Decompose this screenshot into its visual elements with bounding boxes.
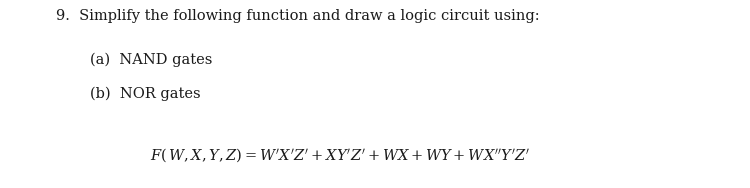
Text: $F(\,W, X, Y, Z) = W'X'Z' + XY'Z' + WX + WY + WX^{\prime\prime}Y'Z'$: $F(\,W, X, Y, Z) = W'X'Z' + XY'Z' + WX +… bbox=[150, 147, 530, 164]
Text: (b)  NOR gates: (b) NOR gates bbox=[90, 86, 201, 101]
Text: 9.  Simplify the following function and draw a logic circuit using:: 9. Simplify the following function and d… bbox=[56, 9, 540, 23]
Text: (a)  NAND gates: (a) NAND gates bbox=[90, 53, 212, 67]
